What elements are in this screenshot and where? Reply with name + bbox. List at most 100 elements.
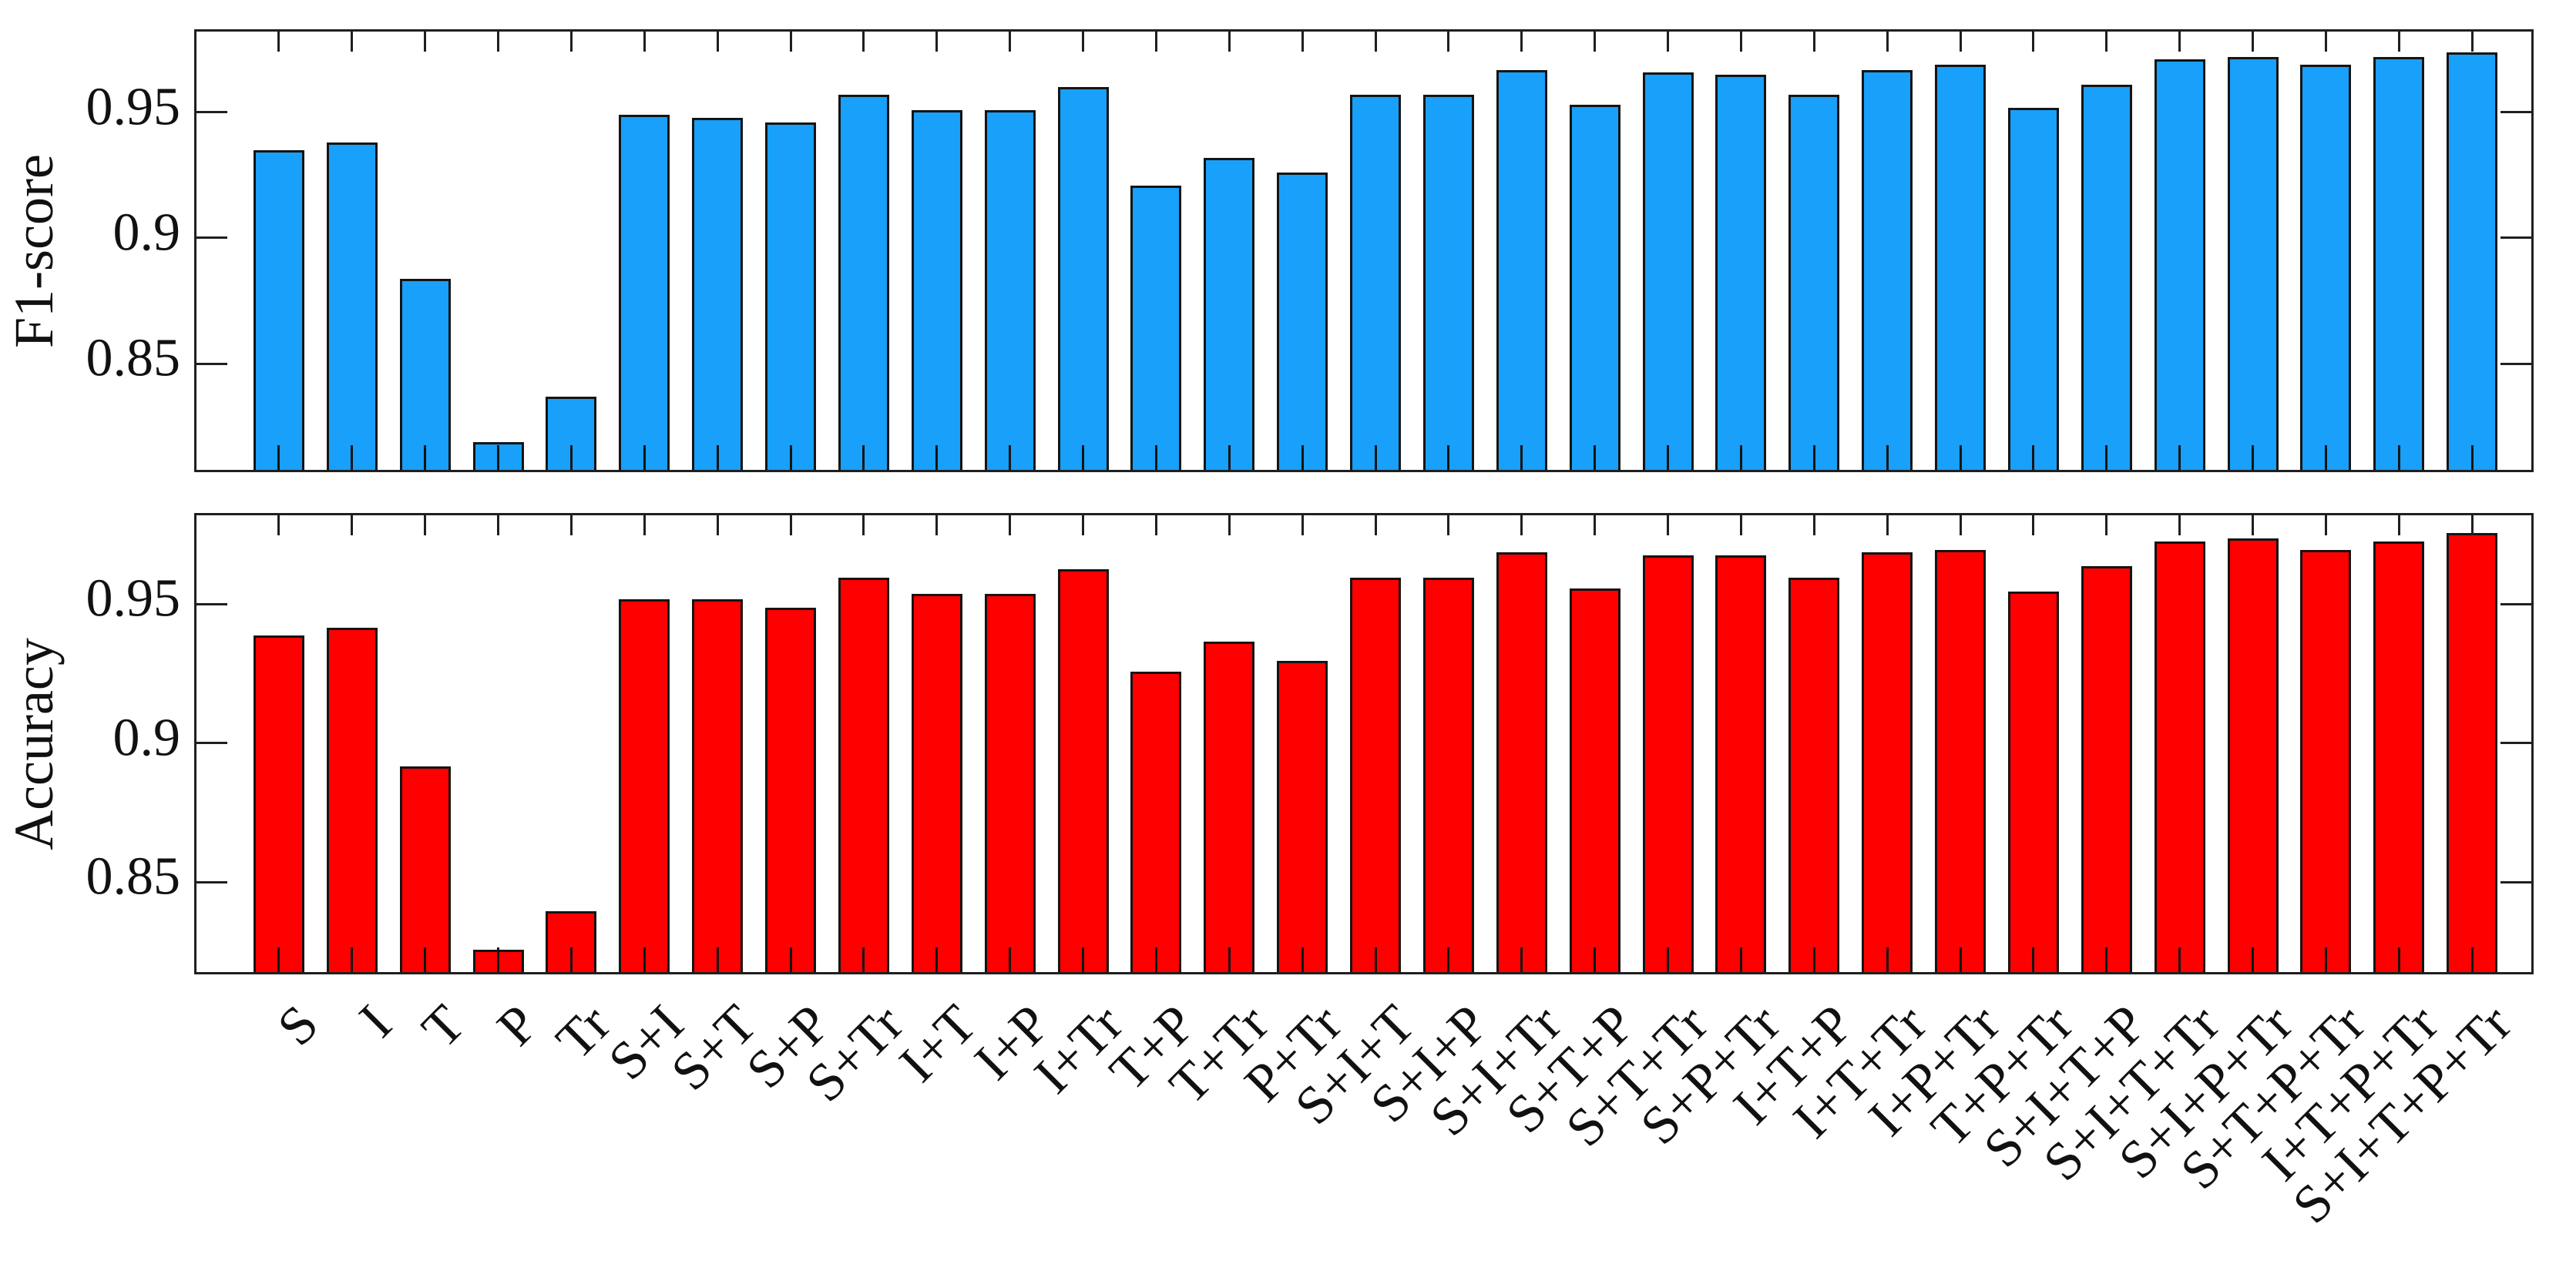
bar-accuracy-S+I+T+Tr (2154, 541, 2205, 972)
x-tick-mark-bottom (1447, 445, 1450, 470)
x-tick-mark-bottom (1739, 445, 1742, 470)
x-tick-mark-top (1667, 515, 1669, 535)
x-tick-mark-top (1374, 515, 1377, 535)
x-tick-mark-bottom (2105, 947, 2108, 972)
x-tick-mark-top (1009, 515, 1012, 535)
bar-accuracy-I (326, 628, 378, 972)
y-axis-label-f1-score: F1-score (3, 154, 65, 348)
x-tick-mark-top (1154, 32, 1157, 52)
bar-f1-score-T (399, 279, 451, 470)
x-tick-mark-top (2324, 32, 2327, 52)
y-tick-mark-left (196, 880, 227, 883)
y-tick-label: 0.85 (86, 847, 181, 907)
y-axis-label-accuracy: Accuracy (3, 638, 65, 850)
x-tick-mark-bottom (2324, 947, 2327, 972)
x-tick-mark-top (789, 515, 792, 535)
x-tick-mark-bottom (569, 445, 573, 470)
x-tick-mark-bottom (935, 445, 939, 470)
x-tick-mark-top (569, 515, 573, 535)
y-tick-label: 0.9 (113, 203, 181, 263)
bar-f1-score-S+I+P+Tr (2227, 57, 2279, 470)
x-tick-mark-bottom (935, 947, 939, 972)
bar-accuracy-I+P+Tr (1935, 550, 1986, 972)
x-tick-mark-bottom (789, 947, 792, 972)
x-tick-mark-top (2105, 32, 2108, 52)
x-tick-mark-bottom (2470, 947, 2474, 972)
x-tick-mark-bottom (1374, 445, 1377, 470)
x-tick-mark-top (862, 32, 865, 52)
bar-accuracy-S+I+T+P+Tr (2447, 533, 2498, 972)
x-tick-mark-bottom (2178, 445, 2181, 470)
bar-accuracy-S+I+Tr (1496, 552, 1547, 972)
x-tick-mark-bottom (643, 947, 646, 972)
x-tick-mark-bottom (1374, 947, 1377, 972)
bar-f1-score-I+T+P+Tr (2373, 57, 2425, 470)
x-tick-mark-bottom (1594, 947, 1597, 972)
bar-f1-score-S+T+Tr (1642, 72, 1694, 470)
x-tick-mark-top (789, 32, 792, 52)
x-tick-mark-top (1812, 32, 1815, 52)
x-tick-mark-bottom (716, 445, 719, 470)
x-tick-mark-top (1082, 515, 1084, 535)
x-tick-mark-bottom (2032, 947, 2035, 972)
bar-f1-score-I+P+Tr (1935, 65, 1986, 470)
x-tick-mark-top (1447, 32, 1450, 52)
bar-f1-score-T+P (1130, 186, 1182, 470)
bar-f1-score-S+I+T+P (2081, 85, 2132, 470)
bar-accuracy-T+P (1130, 672, 1182, 972)
x-tick-mark-bottom (1228, 445, 1231, 470)
f1-score-plot (194, 29, 2534, 472)
x-tick-mark-bottom (1667, 947, 1669, 972)
x-tick-mark-top (1886, 32, 1889, 52)
bar-accuracy-T+P+Tr (2007, 592, 2059, 972)
x-tick-mark-top (862, 515, 865, 535)
bar-f1-score-S+I+T (1350, 95, 1401, 470)
x-tick-label-S: S (266, 994, 330, 1058)
x-tick-mark-bottom (1959, 947, 1962, 972)
bar-accuracy-I+Tr (1057, 569, 1109, 972)
bar-accuracy-S+P+Tr (1715, 555, 1767, 972)
bar-accuracy-S+T+Tr (1642, 555, 1694, 972)
x-tick-mark-top (1301, 32, 1304, 52)
x-tick-mark-top (2397, 32, 2400, 52)
x-tick-mark-bottom (2397, 947, 2400, 972)
x-tick-mark-bottom (1009, 445, 1012, 470)
bar-f1-score-I (326, 142, 378, 470)
y-tick-label: 0.95 (86, 77, 181, 137)
bar-f1-score-S+T+P (1569, 105, 1620, 470)
bar-accuracy-I+T+P (1788, 578, 1840, 972)
x-tick-mark-bottom (277, 947, 280, 972)
x-tick-mark-bottom (2252, 947, 2254, 972)
x-tick-mark-bottom (2324, 445, 2327, 470)
x-tick-mark-bottom (2178, 947, 2181, 972)
x-tick-mark-top (935, 32, 939, 52)
y-tick-mark-right (2500, 111, 2531, 114)
bar-accuracy-S+T (692, 599, 744, 972)
x-tick-mark-top (277, 515, 280, 535)
x-tick-mark-top (1374, 32, 1377, 52)
bar-f1-score-S+I+P (1422, 95, 1474, 470)
x-tick-mark-top (424, 32, 427, 52)
x-tick-mark-bottom (1812, 947, 1815, 972)
y-tick-mark-left (196, 236, 227, 240)
x-tick-mark-top (497, 32, 499, 52)
x-tick-mark-bottom (1154, 445, 1157, 470)
x-tick-mark-bottom (643, 445, 646, 470)
x-tick-mark-top (1447, 515, 1450, 535)
y-tick-mark-left (196, 602, 227, 605)
x-tick-mark-top (2178, 32, 2181, 52)
bar-f1-score-S+I+T+Tr (2154, 59, 2205, 470)
bar-accuracy-P+Tr (1277, 661, 1328, 972)
x-tick-mark-top (1959, 32, 1962, 52)
bar-accuracy-S+I (619, 599, 670, 972)
x-tick-mark-top (2032, 515, 2035, 535)
y-tick-label: 0.95 (86, 568, 181, 629)
bar-f1-score-S+I+Tr (1496, 70, 1547, 470)
x-tick-mark-bottom (351, 445, 354, 470)
bar-f1-score-I+Tr (1057, 87, 1109, 470)
bar-f1-score-S+P+Tr (1715, 75, 1767, 470)
x-tick-mark-top (1594, 32, 1597, 52)
x-tick-mark-top (1228, 515, 1231, 535)
x-tick-mark-top (1520, 515, 1523, 535)
x-tick-mark-top (1594, 515, 1597, 535)
